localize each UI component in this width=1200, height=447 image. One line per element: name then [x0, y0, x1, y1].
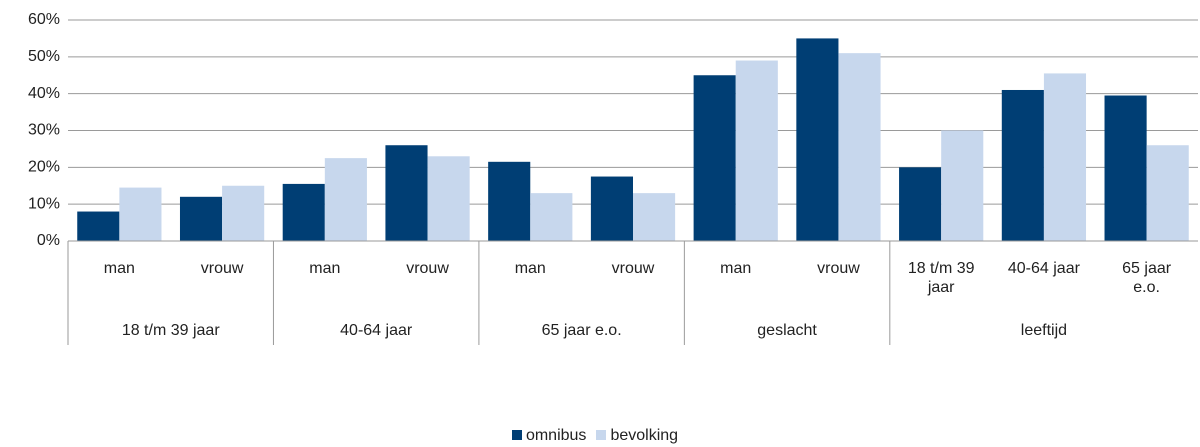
group-label: 40-64 jaar [340, 322, 413, 339]
y-tick-label: 30% [28, 122, 60, 139]
bar [427, 156, 470, 241]
bar [1104, 95, 1147, 241]
y-tick-label: 0% [37, 232, 60, 249]
y-tick-label: 20% [28, 159, 60, 176]
bar [693, 75, 736, 241]
legend-swatch [596, 430, 607, 440]
x-tick-label: vrouw [817, 260, 860, 277]
x-tick-label: vrouw [406, 260, 449, 277]
bar [838, 53, 881, 242]
bar [941, 130, 984, 241]
bar [796, 38, 839, 241]
x-tick-label: man [309, 260, 341, 277]
x-tick-label: 18 t/m 39 jaar [907, 260, 975, 296]
bar [222, 185, 265, 241]
bar [633, 193, 676, 241]
bar [899, 167, 942, 241]
x-tick-label: man [103, 260, 135, 277]
group-label: 65 jaar e.o. [541, 322, 622, 339]
x-tick-label: vrouw [611, 260, 655, 277]
bar [590, 176, 633, 241]
y-tick-label: 10% [28, 195, 60, 212]
x-tick-label: man [514, 260, 546, 277]
bar [530, 193, 573, 241]
x-tick-label: 40-64 jaar [1007, 260, 1080, 277]
bar [735, 60, 778, 242]
group-label: 18 t/m 39 jaar [121, 322, 220, 339]
bar [119, 187, 162, 241]
legend-swatch [511, 430, 522, 440]
bar [282, 183, 325, 241]
bar [385, 145, 428, 241]
y-tick-label: 50% [28, 48, 60, 65]
bar [77, 211, 120, 241]
group-label: leeftijd [1020, 322, 1068, 339]
x-tick-label: man [720, 260, 752, 277]
legend-label: bevolking [610, 427, 679, 444]
y-tick-label: 60% [28, 11, 60, 28]
legend-item: omnibus [511, 427, 587, 444]
x-tick-label: vrouw [200, 260, 244, 277]
bar [1146, 145, 1189, 241]
bar [324, 158, 367, 241]
bar [179, 196, 223, 241]
bar [1043, 73, 1087, 242]
bar [488, 161, 531, 241]
legend: omnibus bevolking [0, 427, 1200, 445]
bar [1001, 89, 1044, 241]
y-tick-label: 40% [28, 85, 60, 102]
group-label: geslacht [757, 322, 817, 339]
x-tick-label: 65 jaar e.o. [1122, 260, 1172, 296]
legend-label: omnibus [525, 427, 587, 444]
legend-item: bevolking [596, 427, 678, 444]
